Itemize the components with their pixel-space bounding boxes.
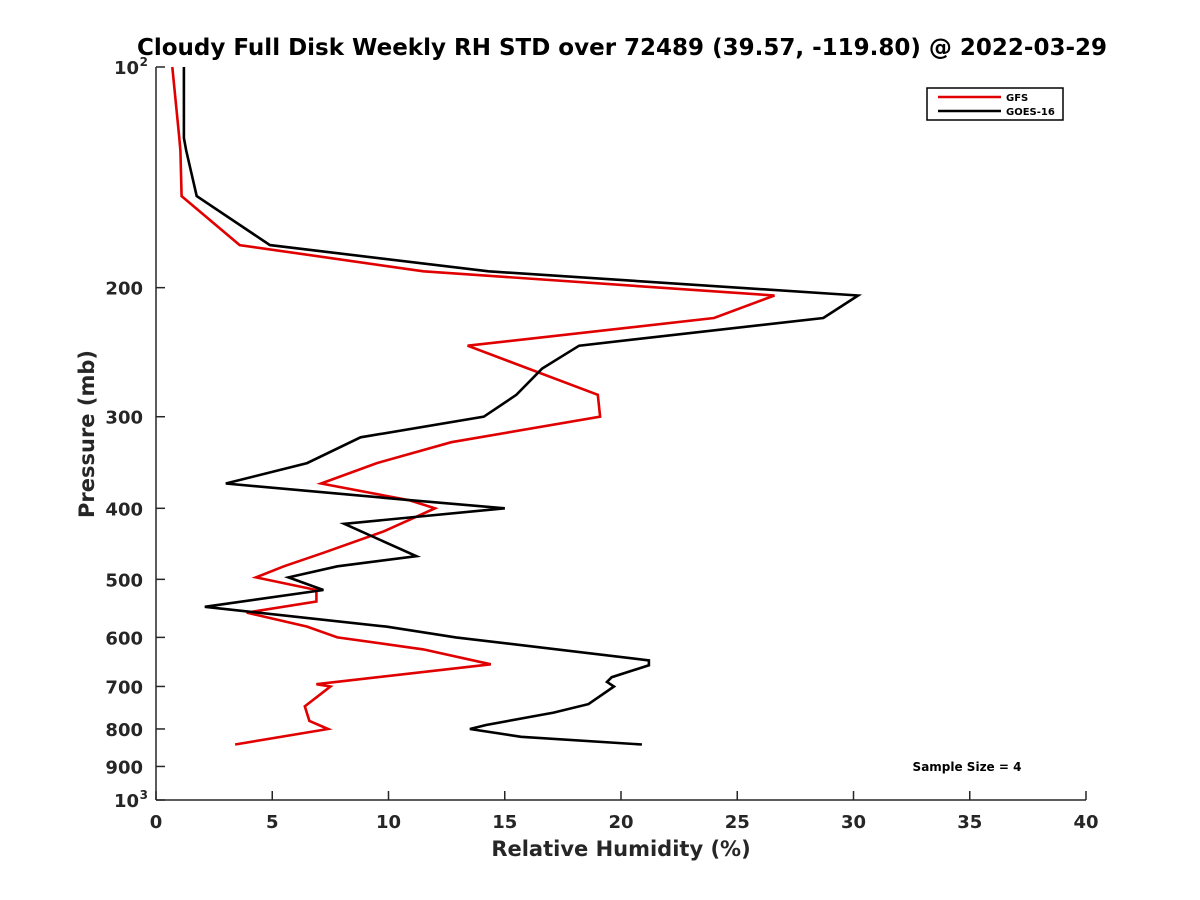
- y-tick-label: 800: [105, 720, 143, 741]
- x-tick-label: 40: [1073, 812, 1098, 833]
- legend-label-gfs: GFS: [1006, 93, 1028, 104]
- x-tick-label: 35: [957, 812, 982, 833]
- sample-size-annotation: Sample Size = 4: [913, 760, 1022, 774]
- x-tick-label: 25: [725, 812, 750, 833]
- legend: GFS GOES-16: [926, 87, 1064, 121]
- series-line-gfs: [171, 66, 775, 746]
- x-tick-label: 20: [608, 812, 633, 833]
- y-tick-exponent: 3: [140, 788, 148, 802]
- y-axis-label: Pressure (mb): [75, 350, 99, 518]
- y-tick-label: 200: [105, 279, 143, 300]
- y-tick-label: 600: [105, 628, 143, 649]
- y-tick-label: 400: [105, 499, 143, 520]
- series-layer: [171, 66, 863, 746]
- x-tick-label: 0: [150, 812, 163, 833]
- x-tick-label: 10: [376, 812, 401, 833]
- x-tick-label: 5: [266, 812, 279, 833]
- series-line-goes16: [182, 67, 863, 746]
- x-tick-label: 30: [841, 812, 866, 833]
- chart-title: Cloudy Full Disk Weekly RH STD over 7248…: [137, 35, 1107, 61]
- y-tick-exponent: 2: [140, 55, 148, 69]
- x-ticks: 0 5 10 15 20 25 30 35 40: [150, 791, 1099, 833]
- x-axis-label: Relative Humidity (%): [491, 837, 750, 861]
- y-tick-label: 500: [105, 570, 143, 591]
- y-tick-label: 10: [114, 791, 139, 812]
- y-tick-label: 10: [114, 58, 139, 79]
- y-tick-label: 900: [105, 757, 143, 778]
- y-tick-label: 300: [105, 408, 143, 429]
- x-tick-label: 15: [492, 812, 517, 833]
- legend-label-goes16: GOES-16: [1006, 107, 1055, 118]
- legend-box: [926, 87, 1064, 121]
- y-tick-label: 700: [105, 677, 143, 698]
